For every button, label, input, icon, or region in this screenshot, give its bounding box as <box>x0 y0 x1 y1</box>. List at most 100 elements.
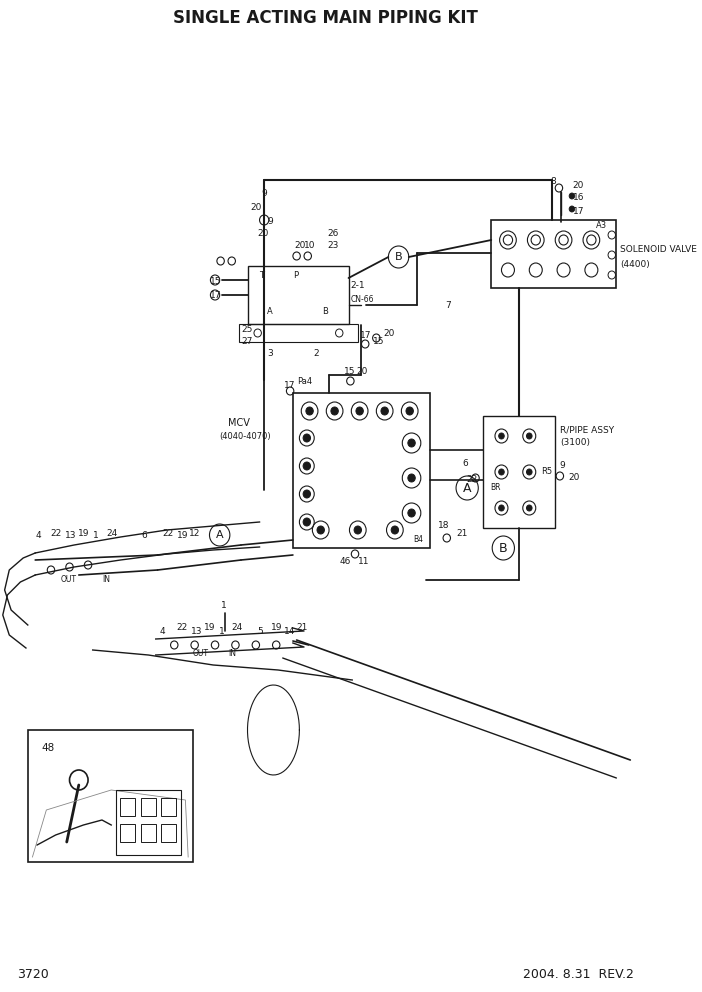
Circle shape <box>306 407 313 415</box>
Text: 24: 24 <box>107 529 118 538</box>
Bar <box>28 730 193 862</box>
Text: 46: 46 <box>339 558 350 566</box>
Circle shape <box>498 505 504 511</box>
Text: 16: 16 <box>573 193 584 202</box>
Text: 22: 22 <box>162 529 173 538</box>
Circle shape <box>303 434 310 442</box>
Text: 20: 20 <box>295 241 306 251</box>
Text: 14: 14 <box>284 627 295 636</box>
Text: T: T <box>260 272 265 281</box>
Circle shape <box>526 433 532 439</box>
Text: 20: 20 <box>258 229 269 238</box>
Circle shape <box>317 526 324 534</box>
Text: (4400): (4400) <box>620 260 650 269</box>
Text: 19: 19 <box>271 624 282 633</box>
Text: B: B <box>395 252 402 262</box>
Circle shape <box>354 526 362 534</box>
Text: 5: 5 <box>258 627 263 636</box>
Bar <box>161 824 176 842</box>
Text: IN: IN <box>228 649 236 658</box>
Circle shape <box>406 407 413 415</box>
Text: BR: BR <box>490 483 501 492</box>
Bar <box>293 393 430 548</box>
Circle shape <box>331 407 338 415</box>
Text: 20: 20 <box>573 181 584 189</box>
Text: 20: 20 <box>384 329 395 338</box>
Text: 48: 48 <box>41 743 55 753</box>
Text: A: A <box>216 530 223 540</box>
Circle shape <box>408 474 416 482</box>
Text: 2004. 8.31  REV.2: 2004. 8.31 REV.2 <box>523 968 634 981</box>
Text: 17: 17 <box>359 331 371 340</box>
Circle shape <box>526 469 532 475</box>
Text: 25: 25 <box>241 324 253 333</box>
Text: CN-66: CN-66 <box>350 295 374 304</box>
Text: (3100): (3100) <box>560 438 590 447</box>
Text: IN: IN <box>102 575 110 584</box>
Text: 1: 1 <box>93 532 98 541</box>
Text: 3720: 3720 <box>17 968 48 981</box>
Text: 6: 6 <box>463 459 468 468</box>
Circle shape <box>498 469 504 475</box>
Text: Pa4: Pa4 <box>298 377 312 386</box>
Text: 2: 2 <box>313 349 319 358</box>
Circle shape <box>498 433 504 439</box>
Text: 7: 7 <box>445 301 451 310</box>
Text: 19: 19 <box>78 529 89 538</box>
Text: 21: 21 <box>297 624 308 633</box>
Bar <box>161 798 176 816</box>
Text: 22: 22 <box>176 624 187 633</box>
Bar <box>483 416 555 528</box>
Text: B: B <box>499 542 508 555</box>
Text: 11: 11 <box>358 558 369 566</box>
Text: SOLENOID VALVE: SOLENOID VALVE <box>620 245 697 255</box>
Text: 22: 22 <box>50 529 61 538</box>
Bar <box>239 324 358 342</box>
Text: 18: 18 <box>437 522 449 531</box>
Text: 26: 26 <box>327 229 338 238</box>
Text: 9: 9 <box>261 189 267 198</box>
Circle shape <box>303 518 310 526</box>
Circle shape <box>391 526 399 534</box>
Text: MCV: MCV <box>228 418 250 428</box>
Circle shape <box>356 407 364 415</box>
Circle shape <box>408 439 416 447</box>
Circle shape <box>303 462 310 470</box>
Text: 17: 17 <box>284 381 295 390</box>
Text: 15: 15 <box>373 337 384 346</box>
Text: 9: 9 <box>267 217 272 226</box>
Text: 27: 27 <box>241 337 253 346</box>
Text: 20: 20 <box>251 203 262 212</box>
Text: B: B <box>323 308 329 316</box>
Text: 9: 9 <box>560 461 566 470</box>
Circle shape <box>569 206 575 212</box>
Text: 6: 6 <box>141 532 147 541</box>
Text: R/PIPE ASSY: R/PIPE ASSY <box>560 426 614 434</box>
Text: (4040-4070): (4040-4070) <box>219 433 270 441</box>
Text: 13: 13 <box>191 627 202 636</box>
Text: OUT: OUT <box>193 649 208 658</box>
Text: 15: 15 <box>209 277 221 286</box>
Circle shape <box>569 193 575 199</box>
Bar <box>141 798 156 816</box>
Text: 8: 8 <box>550 178 557 186</box>
Text: SINGLE ACTING MAIN PIPING KIT: SINGLE ACTING MAIN PIPING KIT <box>173 9 478 27</box>
Text: 4: 4 <box>35 531 41 540</box>
Text: 2-1: 2-1 <box>350 282 365 291</box>
Text: 19: 19 <box>204 624 216 633</box>
Text: 4: 4 <box>159 627 165 636</box>
Text: 22: 22 <box>466 475 477 484</box>
Text: 10: 10 <box>304 241 315 251</box>
Text: 21: 21 <box>456 530 468 539</box>
Text: 20: 20 <box>568 473 580 482</box>
Circle shape <box>303 490 310 498</box>
Circle shape <box>381 407 388 415</box>
Text: 17: 17 <box>209 292 221 301</box>
Text: 12: 12 <box>189 529 201 538</box>
Text: A3: A3 <box>596 221 607 230</box>
Text: OUT: OUT <box>60 575 77 584</box>
Text: R5: R5 <box>541 466 552 475</box>
Text: 3: 3 <box>267 349 272 358</box>
Circle shape <box>526 505 532 511</box>
Text: 19: 19 <box>177 532 189 541</box>
